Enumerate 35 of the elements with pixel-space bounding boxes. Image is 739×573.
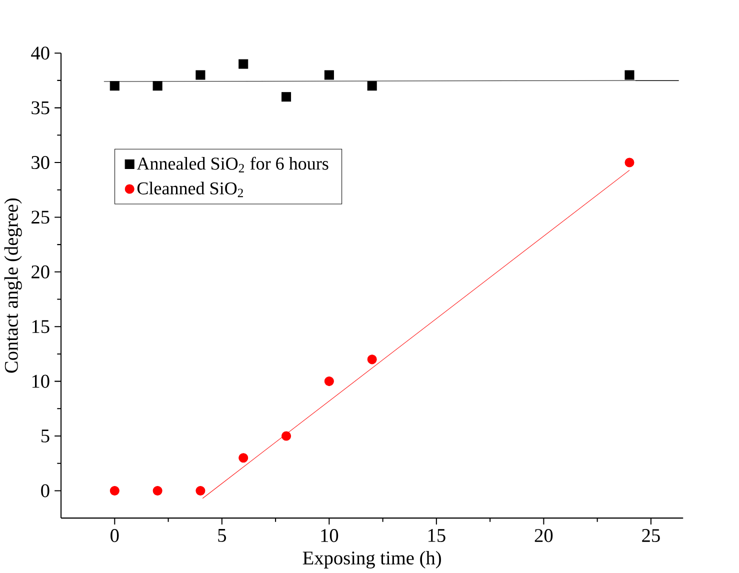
legend-label: Annealed SiO$_{2}$ for 6 hours (136, 156, 328, 172)
x-tick-label: 10 (321, 529, 338, 542)
x-axis-title: Exposing time (h) (302, 551, 441, 569)
point (282, 92, 292, 102)
point (624, 158, 634, 168)
point (367, 81, 377, 91)
point (238, 453, 248, 463)
point (152, 81, 162, 91)
point (624, 70, 634, 80)
point (324, 376, 334, 386)
point (110, 81, 120, 91)
point (367, 354, 377, 364)
point (282, 431, 292, 441)
y-tick-label: 35 (32, 101, 50, 114)
x-tick-label: 5 (218, 529, 226, 542)
y-tick-label: 0 (41, 484, 50, 498)
y-tick-label: 15 (32, 320, 50, 334)
x-tick-label: 15 (428, 529, 446, 542)
point (196, 70, 206, 80)
point (110, 486, 120, 496)
y-tick-label: 25 (32, 210, 50, 224)
y-tick-label: 30 (32, 156, 50, 170)
point (238, 59, 248, 69)
x-tick-label: 0 (110, 529, 119, 542)
legend-label: Cleanned SiO$_{2}$ (137, 182, 243, 198)
y-tick-label: 5 (42, 430, 50, 443)
y-axis-title: Contact angle (degree) (4, 198, 22, 373)
x-tick-label: 20 (534, 529, 553, 542)
y-tick-label: 10 (32, 374, 50, 388)
point (324, 70, 334, 80)
y-tick-label: 20 (32, 265, 50, 279)
point (152, 486, 162, 496)
point (196, 486, 206, 496)
x-tick-label: 25 (642, 529, 660, 542)
y-tick-label: 40 (31, 46, 50, 60)
